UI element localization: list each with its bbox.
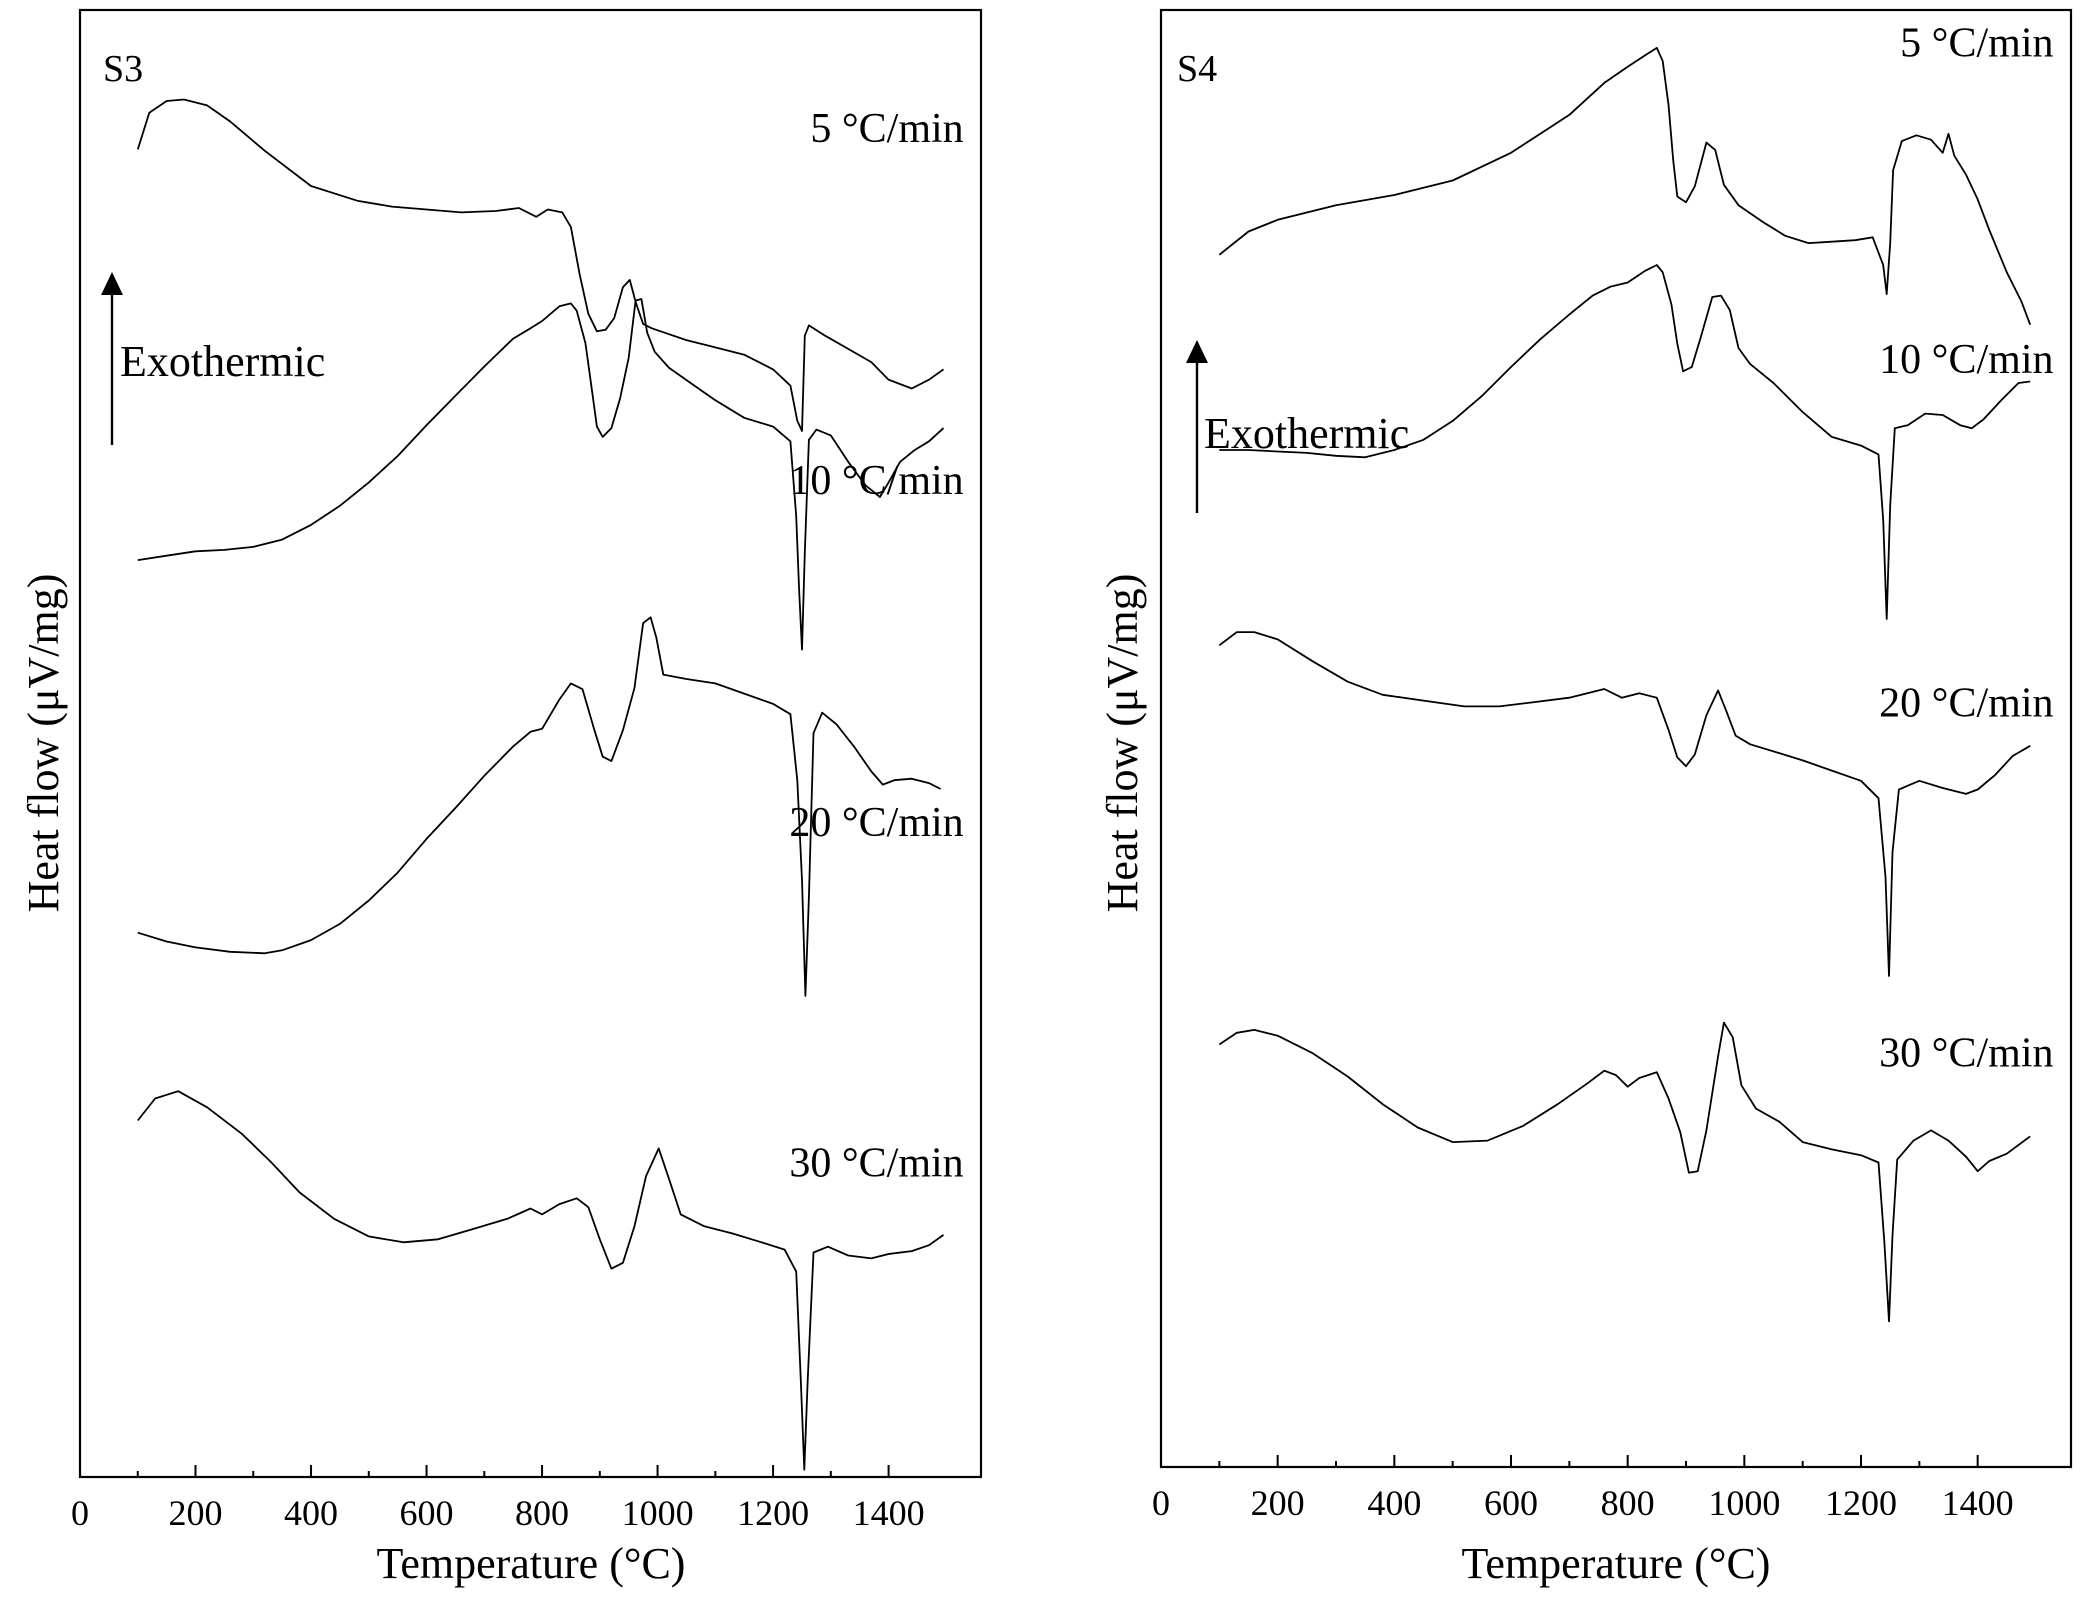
series-line — [1218, 1021, 2031, 1323]
x-axis-ticks: 0 200 400 600 800 1000 1200 1400 — [71, 1465, 925, 1533]
exothermic-arrow — [101, 272, 123, 445]
plot-frame — [78, 8, 983, 1479]
x-tick-label: 1200 — [737, 1493, 809, 1533]
series-line — [1219, 264, 2031, 620]
x-tick-label: 800 — [515, 1493, 569, 1533]
series-label: 5 °C/min — [1900, 21, 2053, 67]
x-tick-label: 1400 — [1942, 1483, 2014, 1523]
x-tick-label: 800 — [1601, 1483, 1655, 1523]
series-label: 20 °C/min — [1879, 681, 2053, 727]
series-line — [137, 1090, 945, 1471]
series-label: 10 °C/min — [1879, 337, 2053, 383]
x-tick-label: 1000 — [622, 1493, 694, 1533]
series-label: 10 °C/min — [789, 458, 963, 504]
panel-label: S4 — [1177, 48, 1217, 90]
series-line — [1218, 47, 2032, 326]
exothermic-arrowhead-icon — [101, 272, 123, 295]
series-label: 30 °C/min — [789, 1140, 963, 1186]
x-tick-label: 600 — [400, 1493, 454, 1533]
x-axis-title: Temperature (°C) — [1462, 1539, 1771, 1588]
series-label: 30 °C/min — [1879, 1030, 2053, 1076]
series-line — [137, 616, 942, 997]
exothermic-label: Exothermic — [1204, 409, 1409, 458]
x-axis-ticks: 0 200 400 600 800 1000 1200 1400 — [1152, 1455, 2014, 1523]
panel-s4: 0 200 400 600 800 1000 1200 1400 5 °C/min 10 °C/… — [1098, 8, 2073, 1588]
y-axis-title: Heat flow (μV/mg) — [19, 574, 68, 913]
x-tick-label: 200 — [169, 1493, 223, 1533]
x-tick-label: 400 — [1367, 1483, 1421, 1523]
exothermic-arrow — [1186, 340, 1208, 513]
series-label: 20 °C/min — [789, 800, 963, 846]
x-tick-label: 0 — [71, 1493, 89, 1533]
plot-frame — [1159, 8, 2073, 1469]
curves — [1218, 47, 2032, 1323]
y-axis-title: Heat flow (μV/mg) — [1098, 574, 1147, 913]
series-labels: 5 °C/min 10 °C/min 20 °C/min 30 °C/min — [1879, 21, 2053, 1077]
panel-s3: 0 200 400 600 800 1000 1200 1400 5 °C/min 10 °C/… — [19, 8, 983, 1588]
x-tick-label: 1400 — [853, 1493, 925, 1533]
panel-label: S3 — [103, 48, 143, 90]
x-tick-label: 600 — [1484, 1483, 1538, 1523]
series-label: 5 °C/min — [810, 106, 963, 152]
series-labels: 5 °C/min 10 °C/min 20 °C/min 30 °C/min — [789, 106, 963, 1186]
exothermic-arrowhead-icon — [1186, 340, 1208, 363]
x-tick-label: 200 — [1251, 1483, 1305, 1523]
series-line — [137, 298, 945, 651]
series-line — [1218, 631, 2031, 977]
x-tick-label: 0 — [1152, 1483, 1170, 1523]
x-tick-label: 400 — [284, 1493, 338, 1533]
curves — [136, 98, 945, 1471]
exothermic-label: Exothermic — [120, 337, 325, 386]
x-axis-title: Temperature (°C) — [377, 1539, 686, 1588]
x-tick-label: 1000 — [1708, 1483, 1780, 1523]
series-line — [136, 98, 945, 432]
x-tick-label: 1200 — [1825, 1483, 1897, 1523]
